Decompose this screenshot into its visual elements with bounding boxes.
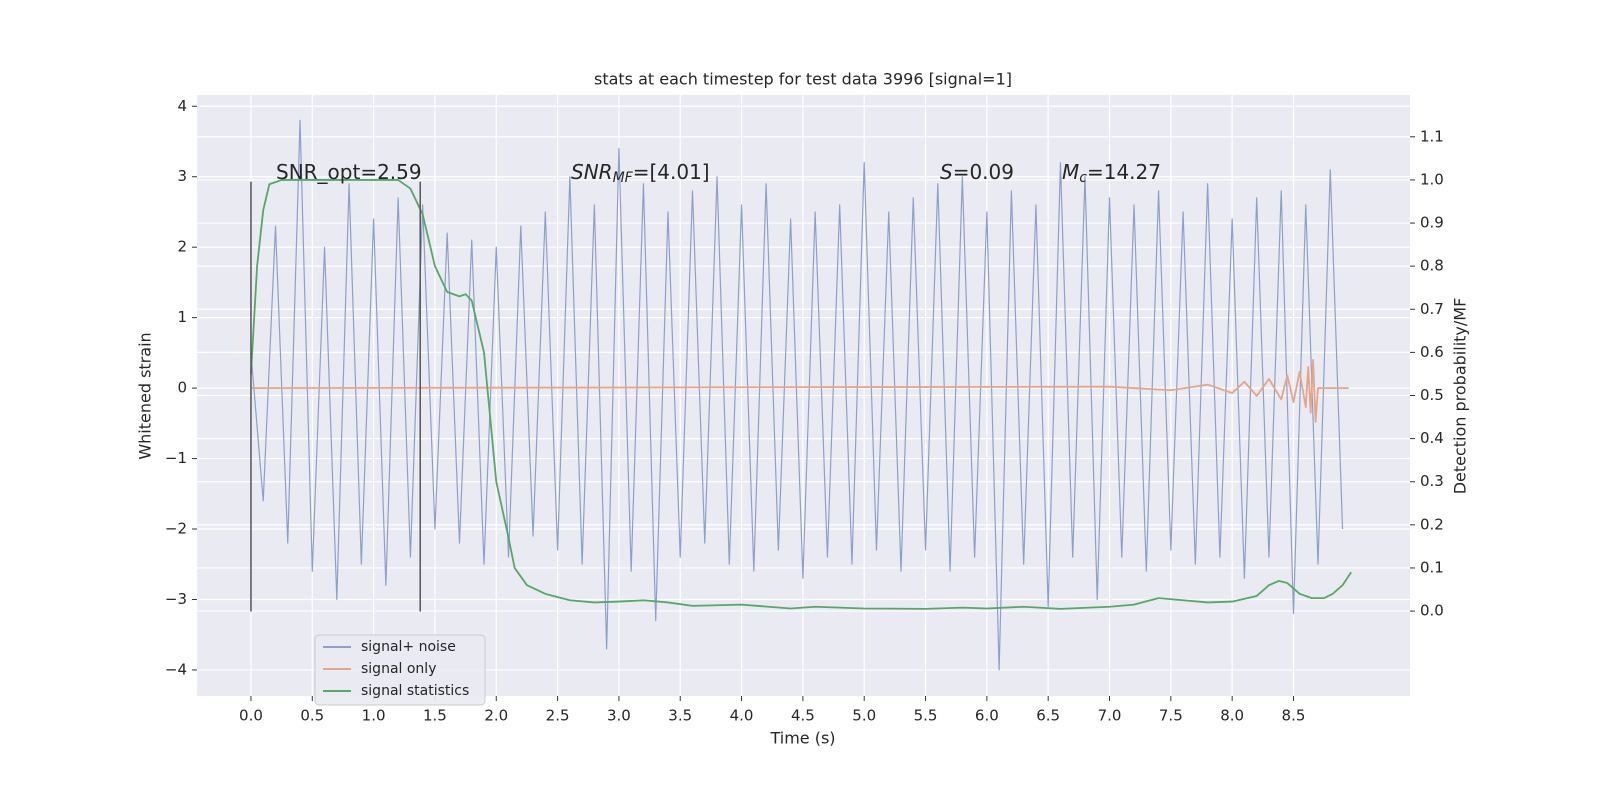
y2-tick-label: 0.8 <box>1420 257 1444 275</box>
y2-tick-label: 0.3 <box>1420 472 1444 490</box>
y2-tick-label: 0.4 <box>1420 429 1444 447</box>
annotation-text: SNR_opt=2.59 <box>276 160 422 184</box>
series-line <box>250 119 1344 671</box>
legend-box <box>314 634 486 706</box>
x-tick-label: 7.0 <box>1098 707 1122 725</box>
annotation: SNR_opt=2.59 <box>276 160 422 184</box>
x-tick-label: 2.0 <box>484 707 508 725</box>
annotation-subscript: MF <box>613 170 634 186</box>
annotation-text: =[4.01] <box>633 160 710 184</box>
x-tick-label: 4.5 <box>791 707 815 725</box>
x-tick-label: 8.5 <box>1282 707 1306 725</box>
legend-label: signal+ noise <box>361 639 456 655</box>
x-tick-label: 3.5 <box>668 707 692 725</box>
y2-tick-label: 0.5 <box>1420 386 1444 404</box>
annotation-symbol: M <box>1062 160 1079 184</box>
y-tick-label: −3 <box>165 590 187 608</box>
annotation: SNRMF=[4.01] <box>571 160 710 187</box>
y-tick-label: 4 <box>177 97 187 115</box>
x-tick-label: 6.5 <box>1036 707 1060 725</box>
y2-tick-label: 0.9 <box>1420 214 1444 232</box>
annotation: S=0.09 <box>940 160 1014 184</box>
y-tick-label: −2 <box>165 520 187 538</box>
x-tick-label: 8.0 <box>1220 707 1244 725</box>
y-tick-label: 0 <box>177 379 187 397</box>
x-tick-label: 0.0 <box>239 707 263 725</box>
y-axis-label: Whitened strain <box>136 332 155 459</box>
annotation: Mc=14.27 <box>1062 160 1161 187</box>
x-tick-label: 4.0 <box>730 707 754 725</box>
y2-tick-label: 0.2 <box>1420 515 1444 533</box>
x-axis-label: Time (s) <box>769 729 835 748</box>
y2-axis-label: Detection probability/MF <box>1451 298 1470 495</box>
legend-label: signal statistics <box>361 683 469 699</box>
y2-tick-label: 1.1 <box>1420 127 1444 145</box>
y2-tick-label: 0.0 <box>1420 602 1444 620</box>
x-tick-label: 5.5 <box>914 707 938 725</box>
x-tick-label: 3.0 <box>607 707 631 725</box>
y2-tick-label: 0.7 <box>1420 300 1444 318</box>
y-tick-label: 2 <box>177 238 187 256</box>
y-tick-label: −1 <box>165 449 187 467</box>
legend-label: signal only <box>361 661 436 677</box>
y2-tick-label: 1.0 <box>1420 170 1444 188</box>
annotation-text: =0.09 <box>953 160 1014 184</box>
annotation-symbol: S <box>940 160 953 184</box>
y2-tick-label: 0.1 <box>1420 558 1444 576</box>
series-line <box>250 359 1349 423</box>
x-tick-label: 5.0 <box>852 707 876 725</box>
x-tick-label: 2.5 <box>546 707 570 725</box>
annotation-text: =14.27 <box>1087 160 1161 184</box>
chart-title: stats at each timestep for test data 399… <box>594 70 1012 89</box>
x-tick-label: 1.5 <box>423 707 447 725</box>
series-line <box>250 179 1352 610</box>
x-tick-label: 7.5 <box>1159 707 1183 725</box>
x-tick-label: 0.5 <box>300 707 324 725</box>
annotation-symbol: SNR <box>571 160 613 184</box>
annotation-subscript: c <box>1079 170 1087 186</box>
x-tick-label: 6.0 <box>975 707 999 725</box>
y-tick-label: −4 <box>165 660 187 678</box>
y-tick-label: 1 <box>177 308 187 326</box>
y-tick-label: 3 <box>177 167 187 185</box>
x-tick-label: 1.0 <box>362 707 386 725</box>
y2-tick-label: 0.6 <box>1420 343 1444 361</box>
